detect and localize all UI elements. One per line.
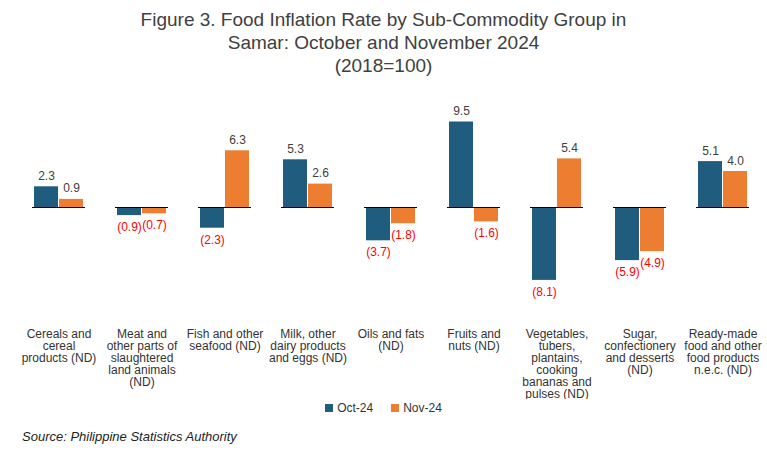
- svg-text:4.0: 4.0: [727, 154, 744, 168]
- svg-text:(0.9): (0.9): [117, 220, 142, 234]
- svg-text:Cereals andcerealproducts (ND): Cereals andcerealproducts (ND): [22, 327, 97, 365]
- svg-text:Fruits andnuts (ND): Fruits andnuts (ND): [447, 327, 500, 353]
- svg-text:2.6: 2.6: [312, 166, 329, 180]
- svg-text:5.3: 5.3: [287, 142, 304, 156]
- svg-text:0.9: 0.9: [63, 181, 80, 195]
- svg-text:(8.1): (8.1): [532, 285, 557, 299]
- svg-text:2.3: 2.3: [38, 169, 55, 183]
- svg-text:Ready-madefood and otherfood p: Ready-madefood and otherfood productsn.e…: [684, 327, 761, 377]
- svg-text:(5.9): (5.9): [615, 265, 640, 279]
- svg-text:Vegetables,tubers,plantains,co: Vegetables,tubers,plantains,cookingbanan…: [522, 327, 591, 399]
- svg-text:9.5: 9.5: [453, 104, 470, 118]
- svg-text:(3.7): (3.7): [366, 245, 391, 259]
- html-text:Oct-24: Oct-24: [337, 401, 374, 415]
- html-text:(2018=100): (2018=100): [334, 55, 433, 76]
- svg-text:Meat andother parts ofslaughte: Meat andother parts ofslaughteredland an…: [107, 327, 178, 389]
- svg-text:(1.8): (1.8): [391, 228, 416, 242]
- svg-text:(4.9): (4.9): [640, 256, 665, 270]
- svg-text:(2.3): (2.3): [200, 233, 225, 247]
- svg-text:6.3: 6.3: [229, 133, 246, 147]
- svg-text:Sugar,confectioneryand dessert: Sugar,confectioneryand desserts(ND): [604, 327, 675, 377]
- svg-text:(1.6): (1.6): [474, 226, 499, 240]
- svg-text:5.4: 5.4: [561, 141, 578, 155]
- svg-text:Milk, otherdairy productsand e: Milk, otherdairy productsand eggs (ND): [269, 327, 347, 365]
- svg-text:Fish and otherseafood (ND): Fish and otherseafood (ND): [187, 327, 264, 353]
- html-text:Source: Philippine Statistics: Source: Philippine Statistics Authority: [22, 429, 237, 444]
- svg-text:Oils and fats(ND): Oils and fats(ND): [358, 327, 425, 353]
- html-text:Figure 3. Food Inflation Rate: Figure 3. Food Inflation Rate by Sub-Com…: [140, 9, 627, 53]
- svg-text:5.1: 5.1: [702, 144, 719, 158]
- svg-text:(0.7): (0.7): [142, 218, 167, 232]
- html-text:Nov-24: Nov-24: [403, 401, 442, 415]
